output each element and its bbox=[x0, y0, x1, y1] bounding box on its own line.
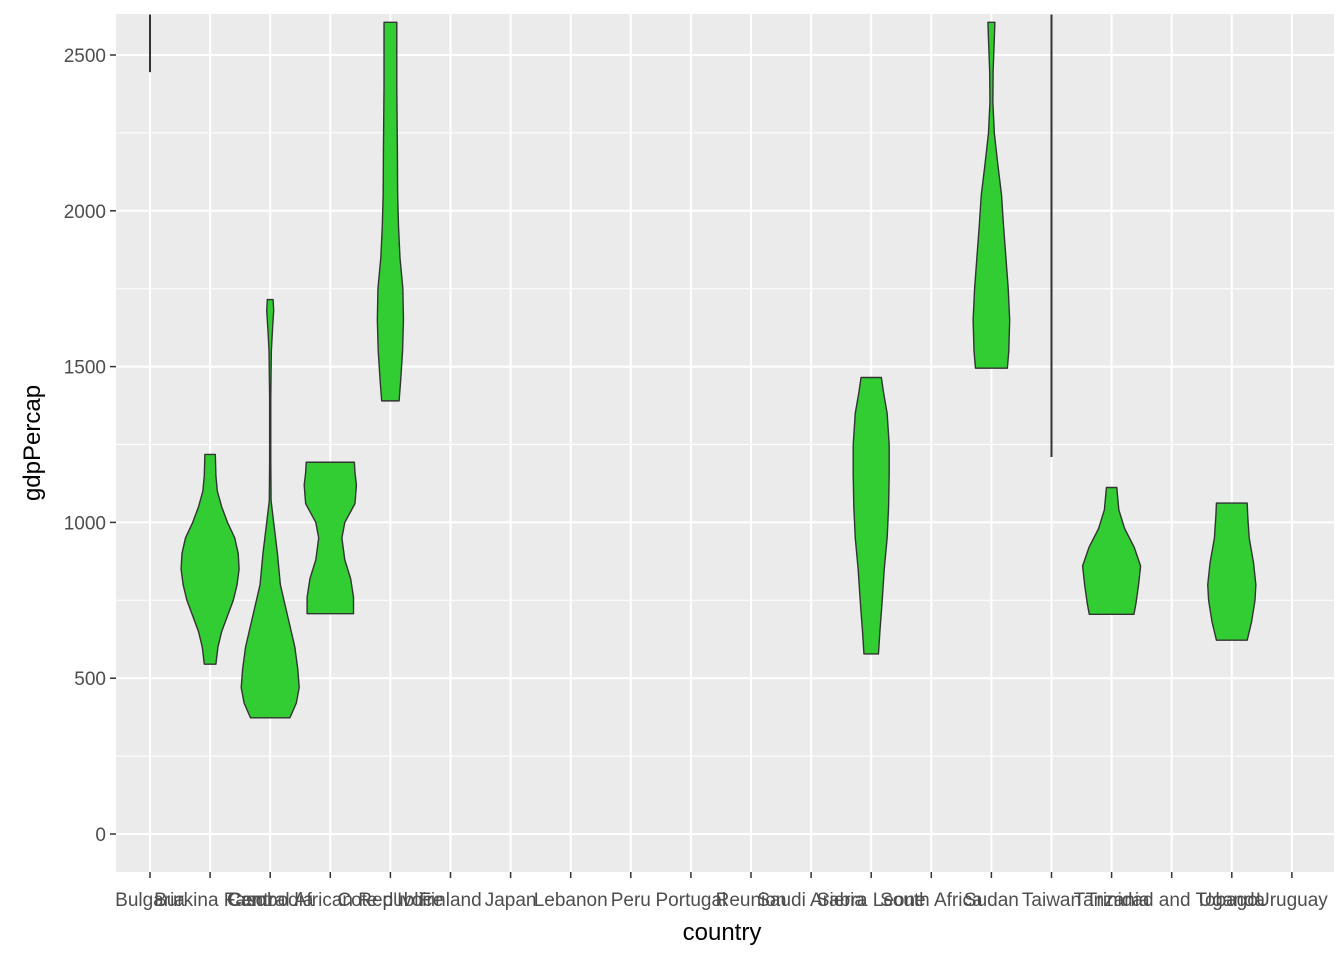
x-tick-label: Peru bbox=[611, 890, 651, 911]
violin bbox=[180, 453, 240, 665]
violin bbox=[303, 461, 358, 615]
violin bbox=[1081, 486, 1142, 616]
violins bbox=[149, 14, 1257, 719]
y-tick-label: 0 bbox=[95, 825, 106, 846]
x-tick-label: Finland bbox=[419, 890, 481, 911]
y-tick-label: 500 bbox=[74, 669, 106, 690]
violin bbox=[240, 298, 300, 719]
x-tick-label: Lebanon bbox=[534, 890, 608, 911]
y-tick-label: 2500 bbox=[64, 46, 106, 67]
x-tick-label: Tanzania bbox=[1074, 890, 1150, 911]
x-tick-label: Cote d'Ivoire bbox=[337, 890, 443, 911]
violin bbox=[1207, 502, 1257, 641]
violin bbox=[972, 21, 1011, 369]
x-tick-label: Taiwan bbox=[1022, 890, 1081, 911]
x-tick-label: Bulgaria bbox=[115, 890, 185, 911]
x-tick-label: Central African Republic bbox=[228, 890, 432, 911]
y-tick-label: 1500 bbox=[64, 358, 106, 379]
x-tick-label: Burkina Faso bbox=[154, 890, 266, 911]
y-tick-label: 2000 bbox=[64, 202, 106, 223]
x-tick-label: Reunion bbox=[716, 890, 787, 911]
violin bbox=[852, 376, 890, 655]
x-tick-label: Cambodia bbox=[227, 890, 314, 911]
y-axis: 0 500 1000 1500 2000 2500 bbox=[64, 46, 116, 846]
y-axis-title: gdpPercap bbox=[19, 385, 46, 501]
y-tick-label: 1000 bbox=[64, 513, 106, 534]
x-tick-label: South Africa bbox=[880, 890, 983, 911]
x-tick-label: Uganda bbox=[1199, 890, 1266, 911]
x-tick-label: Sudan bbox=[964, 890, 1019, 911]
x-tick-label: Uruguay bbox=[1256, 890, 1328, 911]
panel-background bbox=[116, 14, 1334, 872]
x-tick-label: Japan bbox=[485, 890, 537, 911]
x-tick-label: Trinidad and Tobago bbox=[1086, 890, 1258, 911]
violin bbox=[376, 21, 405, 402]
x-tick-label: Saudi Arabia bbox=[757, 890, 865, 911]
x-tick-label: Sierra Leone bbox=[817, 890, 926, 911]
x-axis-title: country bbox=[683, 919, 762, 946]
x-tick-label: Portugal bbox=[656, 890, 727, 911]
